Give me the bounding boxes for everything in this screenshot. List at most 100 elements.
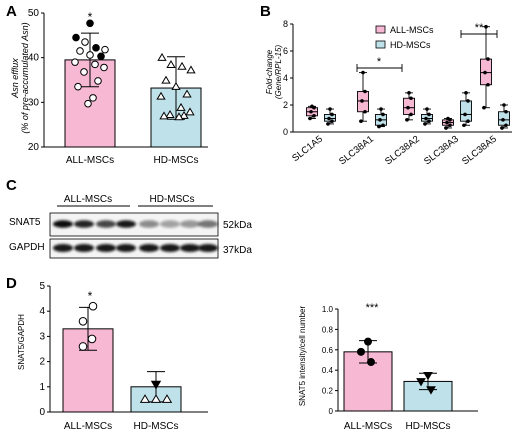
D-right-y-tick-label: 0.8 xyxy=(322,325,334,334)
B-y-tick-label: 6 xyxy=(283,46,288,56)
blot-band-snat5 xyxy=(198,220,218,228)
point-ALL-MSCs xyxy=(80,68,88,76)
point-ALL-MSCs xyxy=(88,301,98,311)
point-SLC38A2-ALL-MSCs xyxy=(405,118,409,122)
point-ALL-MSCs xyxy=(94,77,102,85)
B-y-tick-label: 8 xyxy=(283,19,288,29)
blot-band-snat5 xyxy=(180,220,200,228)
B-y-tick-label: 0 xyxy=(283,127,288,137)
D-left-y-tick-label: 0 xyxy=(39,407,45,418)
point-SLC38A2-ALL-MSCs xyxy=(409,112,413,117)
point-ALL-MSCs xyxy=(367,358,375,367)
D-left-y-tick-label: 1 xyxy=(39,382,45,393)
point-SLC38A1-ALL-MSCs xyxy=(360,99,364,103)
point-HD-MSCs xyxy=(176,102,186,111)
point-SLC38A5-ALL-MSCs xyxy=(482,105,486,110)
point-ALL-MSCs xyxy=(72,33,80,42)
panel-a-significance: * xyxy=(88,10,93,24)
D-right-y-tick-label: 0.4 xyxy=(322,366,334,375)
panel-b-sig-1: * xyxy=(356,56,403,72)
panel-d-left: 0 1 2 3 4 5 SNAT5/GAPDH ALL-MSCs HD-MSCs * xyxy=(17,281,208,432)
point-SLC1A5-HD-MSCs xyxy=(328,107,332,111)
blot-band-snat5 xyxy=(160,220,180,228)
B-y-tick-label: 4 xyxy=(283,73,288,83)
point-SLC38A2-HD-MSCs xyxy=(427,119,431,123)
blot-band-gapdh xyxy=(139,244,159,252)
point-ALL-MSCs xyxy=(76,47,84,55)
D-left-y-tick-label: 5 xyxy=(39,281,45,292)
D-left-y-tick-label: 2 xyxy=(39,357,45,368)
point-SLC38A5-HD-MSCs xyxy=(504,109,508,114)
panel-b-significance-2: ** xyxy=(475,22,484,34)
point-HD-MSCs xyxy=(165,110,175,118)
blot-mw-37: 37kDa xyxy=(223,245,252,256)
point-ALL-MSCs xyxy=(357,347,365,356)
D-right-y-tick-label: 0.6 xyxy=(322,346,334,355)
point-HD-MSCs xyxy=(150,380,162,390)
point-ALL-MSCs xyxy=(97,52,105,61)
point-SLC1A5-HD-MSCs xyxy=(330,112,334,117)
point-ALL-MSCs xyxy=(86,19,94,28)
point-SLC1A5-ALL-MSCs xyxy=(308,116,312,121)
point-SLC38A2-HD-MSCs xyxy=(425,107,429,111)
point-SLC38A1-HD-MSCs xyxy=(381,112,385,117)
blot-band-snat5 xyxy=(116,220,136,228)
point-HD-MSCs xyxy=(179,110,189,119)
point-SLC38A5-HD-MSCs xyxy=(500,126,504,130)
panel-b: 0 2 4 6 8 Fold-change (Gene/RPL-15) SLC1A5 SL… xyxy=(265,19,512,167)
x-label-SLC38A1: SLC38A1 xyxy=(337,134,376,168)
point-ALL-MSCs xyxy=(74,82,82,91)
point-HD-MSCs xyxy=(150,394,162,403)
point-SLC38A3-HD-MSCs xyxy=(462,123,466,128)
point-SLC38A2-HD-MSCs xyxy=(427,112,431,117)
legend-label-all: ALL-MSCs xyxy=(390,25,434,35)
panel-b-ylabel-line1: Fold-change xyxy=(265,49,274,94)
blot-group-label-all: ALL-MSCs xyxy=(64,194,112,205)
point-SLC38A3-HD-MSCs xyxy=(466,119,470,123)
point-ALL-MSCs xyxy=(81,38,89,46)
point-SLC38A3-HD-MSCs xyxy=(463,112,467,117)
blot-row-label-gapdh: GAPDH xyxy=(9,242,45,253)
point-HD-MSCs xyxy=(416,378,426,387)
point-SLC38A5-HD-MSCs xyxy=(504,123,508,128)
point-SLC38A1-ALL-MSCs xyxy=(359,119,363,123)
point-SLC38A1-ALL-MSCs xyxy=(361,70,365,75)
A-y-tick-label: 30 xyxy=(28,97,40,108)
D-right-y-tick-label: 1.0 xyxy=(322,305,334,314)
blot-mw-52: 52kDa xyxy=(223,220,252,231)
point-HD-MSCs xyxy=(186,65,196,74)
point-ALL-MSCs xyxy=(84,99,92,108)
x-label-ALL-MSCs: ALL-MSCs xyxy=(344,421,392,432)
point-SLC38A5-ALL-MSCs xyxy=(483,70,487,75)
point-SLC38A1-ALL-MSCs xyxy=(363,89,367,94)
point-ALL-MSCs xyxy=(101,45,109,54)
blot-band-snat5 xyxy=(53,220,73,228)
x-label-ALL-MSCs: ALL-MSCs xyxy=(66,155,114,166)
blot-band-gapdh xyxy=(160,244,180,252)
x-label-HD-MSCs: HD-MSCs xyxy=(134,421,179,432)
blot-bands-gapdh xyxy=(53,244,218,252)
point-SLC38A1-HD-MSCs xyxy=(379,107,383,111)
panel-b-y-axis: 0 2 4 6 8 xyxy=(283,19,512,137)
x-label-SLC38A2: SLC38A2 xyxy=(383,134,422,168)
legend-label-hd: HD-MSCs xyxy=(390,40,431,50)
point-SLC1A5-ALL-MSCs xyxy=(310,104,314,109)
blot-band-gapdh xyxy=(74,244,94,252)
point-HD-MSCs xyxy=(157,52,167,61)
point-HD-MSCs xyxy=(139,394,151,403)
point-SLC38A5-HD-MSCs xyxy=(501,118,505,122)
A-y-tick-label: 40 xyxy=(28,53,40,64)
panel-a-bars: ALL-MSCs HD-MSCs xyxy=(64,19,202,166)
point-SLC38A3-ALL-MSCs xyxy=(445,120,449,125)
point-SLC38A1-HD-MSCs xyxy=(381,123,385,128)
blot-band-gapdh xyxy=(116,244,136,252)
blot-group-label-hd: HD-MSCs xyxy=(150,194,195,205)
point-SLC1A5-HD-MSCs xyxy=(326,122,330,126)
B-y-tick-label: 2 xyxy=(283,100,288,110)
x-label-SLC38A5: SLC38A5 xyxy=(460,134,499,168)
point-HD-MSCs xyxy=(423,372,433,381)
x-label-SLC1A5: SLC1A5 xyxy=(290,134,325,164)
panel-d-right: 0 0.2 0.4 0.6 0.8 1.0 SNAT5 intensity/cell nu… xyxy=(298,302,478,432)
panel-letter-d: D xyxy=(6,275,17,292)
